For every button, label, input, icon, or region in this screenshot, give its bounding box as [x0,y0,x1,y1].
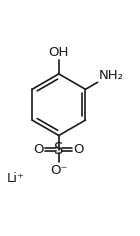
Text: O⁻: O⁻ [50,164,67,177]
Text: Li⁺: Li⁺ [7,172,25,185]
Text: NH₂: NH₂ [98,69,123,82]
Text: S: S [54,142,63,157]
Text: O: O [33,143,44,156]
Text: OH: OH [49,46,69,59]
Text: O: O [74,143,84,156]
